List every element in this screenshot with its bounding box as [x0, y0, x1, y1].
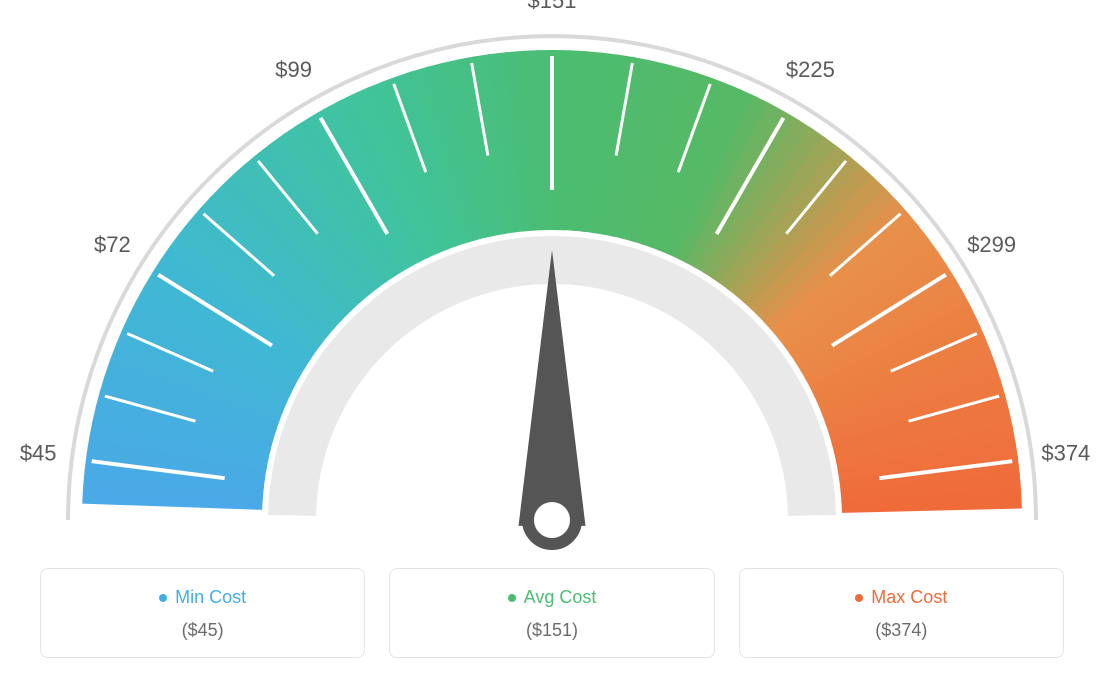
- legend-title: Min Cost: [159, 587, 246, 608]
- gauge-tick-label: $225: [786, 57, 835, 82]
- legend-value: ($45): [51, 620, 354, 641]
- legend-card-max: Max Cost ($374): [739, 568, 1064, 658]
- legend-label: Min Cost: [175, 587, 246, 608]
- gauge-tick-label: $99: [275, 57, 312, 82]
- gauge-tick-label: $45: [20, 440, 57, 465]
- legend-title: Max Cost: [855, 587, 947, 608]
- gauge-svg: $45 $72 $99 $151 $225 $299 $374: [0, 0, 1104, 560]
- gauge-tick-label: $151: [528, 0, 577, 13]
- gauge-tick-label: $299: [967, 232, 1016, 257]
- gauge-tick-label: $374: [1041, 440, 1090, 465]
- legend-value: ($374): [750, 620, 1053, 641]
- gauge-needle: [519, 250, 586, 526]
- cost-gauge-chart: $45 $72 $99 $151 $225 $299 $374: [0, 0, 1104, 560]
- legend-label: Avg Cost: [524, 587, 597, 608]
- legend-value: ($151): [400, 620, 703, 641]
- legend-dot-icon: [855, 594, 863, 602]
- gauge-tick-label: $72: [94, 232, 131, 257]
- legend-card-min: Min Cost ($45): [40, 568, 365, 658]
- legend-title: Avg Cost: [508, 587, 597, 608]
- legend-row: Min Cost ($45) Avg Cost ($151) Max Cost ($374…: [0, 568, 1104, 658]
- legend-label: Max Cost: [871, 587, 947, 608]
- legend-dot-icon: [508, 594, 516, 602]
- legend-card-avg: Avg Cost ($151): [389, 568, 714, 658]
- legend-dot-icon: [159, 594, 167, 602]
